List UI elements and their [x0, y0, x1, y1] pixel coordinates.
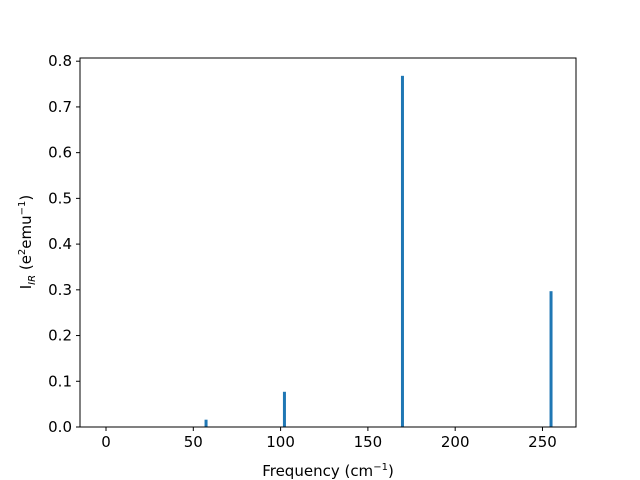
x-tick-label: 50 — [184, 433, 203, 451]
y-axis-label: IIR (e2emu−1) — [17, 195, 38, 290]
y-tick-label: 0.3 — [48, 281, 72, 299]
x-tick-label: 250 — [528, 433, 557, 451]
y-tick-label: 0.7 — [48, 98, 72, 116]
y-tick-label: 0.4 — [48, 235, 72, 253]
y-tick-label: 0.0 — [48, 418, 72, 436]
x-axis-label: Frequency (cm−1) — [262, 462, 394, 480]
x-tick-label: 200 — [441, 433, 470, 451]
y-tick-label: 0.5 — [48, 189, 72, 207]
x-tick-label: 150 — [354, 433, 383, 451]
y-tick-label: 0.1 — [48, 372, 72, 390]
x-tick-label: 100 — [266, 433, 295, 451]
x-tick-label: 0 — [101, 433, 111, 451]
y-tick-label: 0.2 — [48, 327, 72, 345]
y-tick-label: 0.6 — [48, 144, 72, 162]
bar — [400, 75, 404, 428]
plot-frame — [79, 57, 577, 428]
bar — [282, 391, 286, 427]
bar — [549, 291, 553, 427]
y-tick-label: 0.8 — [48, 52, 72, 70]
bar — [204, 419, 208, 427]
